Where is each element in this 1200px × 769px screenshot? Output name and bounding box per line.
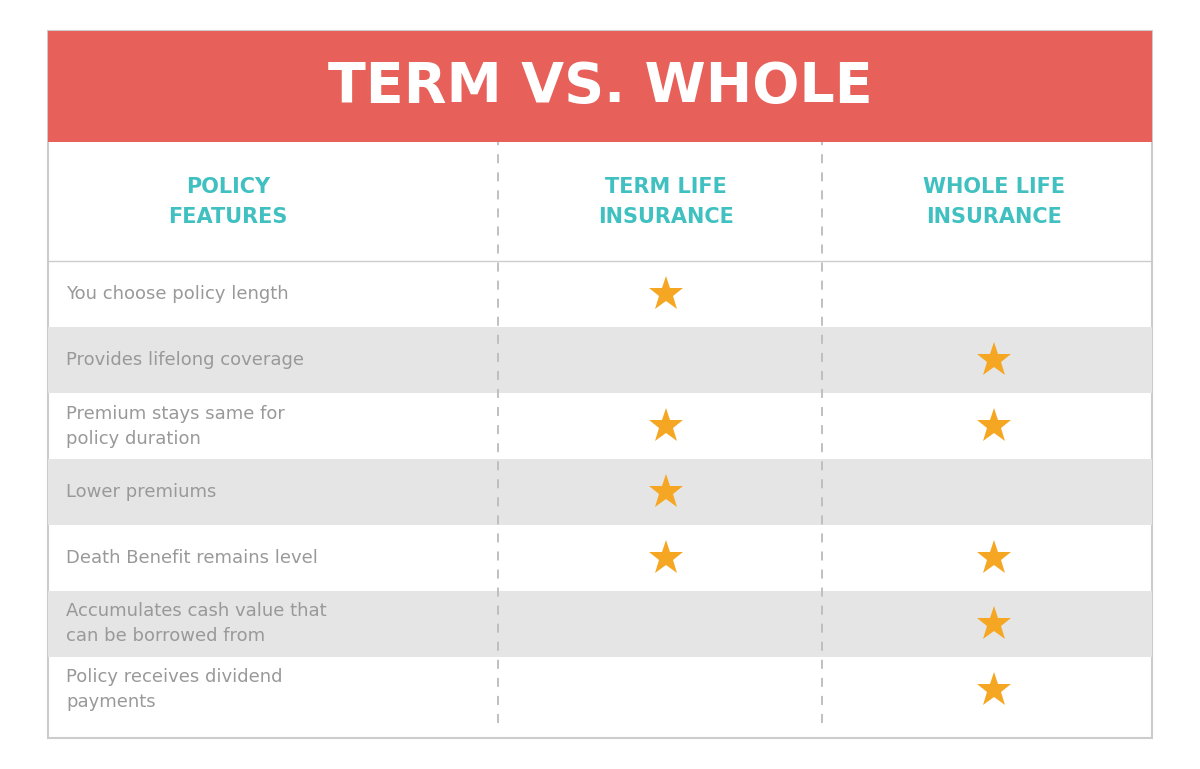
FancyBboxPatch shape <box>48 31 1152 738</box>
FancyBboxPatch shape <box>48 328 1152 393</box>
FancyBboxPatch shape <box>48 591 1152 657</box>
Text: TERM LIFE
INSURANCE: TERM LIFE INSURANCE <box>598 177 734 227</box>
Text: Accumulates cash value that
can be borrowed from: Accumulates cash value that can be borro… <box>66 602 326 645</box>
Text: Policy receives dividend
payments: Policy receives dividend payments <box>66 668 282 711</box>
Text: Provides lifelong coverage: Provides lifelong coverage <box>66 351 304 369</box>
Text: Death Benefit remains level: Death Benefit remains level <box>66 549 318 567</box>
Text: Premium stays same for
policy duration: Premium stays same for policy duration <box>66 404 284 448</box>
Text: POLICY
FEATURES: POLICY FEATURES <box>168 177 288 227</box>
Text: WHOLE LIFE
INSURANCE: WHOLE LIFE INSURANCE <box>923 177 1064 227</box>
Text: TERM VS. WHOLE: TERM VS. WHOLE <box>328 59 872 114</box>
FancyBboxPatch shape <box>48 459 1152 525</box>
Text: You choose policy length: You choose policy length <box>66 285 289 304</box>
Text: Lower premiums: Lower premiums <box>66 483 216 501</box>
FancyBboxPatch shape <box>48 31 1152 142</box>
